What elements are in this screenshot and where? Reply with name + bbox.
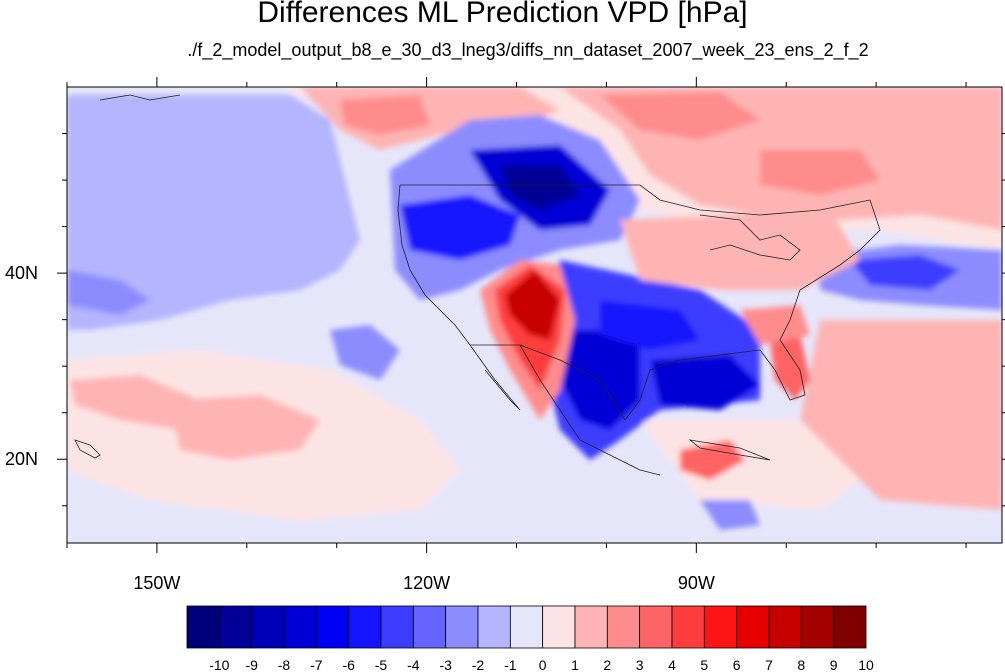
us-canada-border [400,184,871,216]
colorbar-swatch [283,605,317,649]
colorbar-label: 2 [603,657,611,672]
colorbar-label: -1 [504,657,517,672]
colorbar-swatch [315,605,350,649]
colorbar-swatch [445,605,479,649]
colorbar-label: -6 [342,657,355,672]
carolina-red-region [740,305,810,345]
gulf-dark-blue-region [650,355,760,410]
mexico-border [470,344,626,421]
colorbar-label: 8 [797,657,805,672]
colorbar-label: -3 [439,657,452,672]
colorbar-swatch [671,605,705,649]
pacific-light-red-region-2 [170,395,320,460]
x-axis-labels: 150W 120W 90W [133,573,714,593]
colorbar-swatch [768,605,802,649]
us-west-coast [397,184,471,346]
northern-plains-navy [500,165,580,210]
colorbar-label: -8 [278,657,291,672]
pacific-blue-patch [67,270,150,315]
colorbar-label: -5 [375,657,388,672]
texas-dark-blue-region [600,300,700,350]
colorbar-label: 1 [571,657,579,672]
colorbar-label: -9 [245,657,258,672]
colorbar: -10 -9 -8 -7 -6 -5 -4 -3 -2 -1 0 1 2 3 4 5 6 7 8 9 10 [186,605,874,672]
canada-red-region-2 [760,150,880,195]
x-tick-label: 120W [403,573,450,593]
caribbean-pink-region [640,420,860,510]
west-us-dark-blue-region [400,195,520,260]
alaska-coast [99,94,181,101]
colorbar-label: 0 [539,657,547,672]
y-tick-label: 40N [5,263,38,283]
east-us-light-red-region [620,210,860,290]
colorbar-swatch [800,605,835,649]
colorbar-swatch [348,605,382,649]
mexico-west-coast [519,344,661,476]
y-axis-labels: 40N 20N [5,263,38,469]
colorbar-label: 6 [733,657,741,672]
hawaii [74,439,101,459]
us-east-coast [624,199,881,421]
colorbar-label: 7 [765,657,773,672]
x-tick-label: 90W [678,573,715,593]
colorbar-label: 3 [636,657,644,672]
colorbar-swatch [574,605,608,649]
canada-red-region [600,92,760,140]
southern-blue-patch [700,500,760,530]
colorbar-label: -2 [472,657,485,672]
colorbar-label: 10 [858,657,874,672]
baja-peninsula [469,344,521,411]
colorbar-label: -7 [310,657,323,672]
map-field [67,87,1002,543]
colorbar-label: 5 [700,657,708,672]
canada-red-region-3 [340,95,430,135]
cuba [688,439,771,461]
colorbar-swatch [218,605,253,649]
pacific-light-red-region [70,375,200,430]
southwest-dark-red-region [505,270,560,340]
colorbar-swatch [186,605,220,649]
colorbar-swatch [703,605,738,649]
colorbar-swatch [606,605,641,649]
colorbar-label: -10 [209,657,229,672]
chart-subtitle: ./f_2_model_output_b8_e_30_d3_lneg3/diff… [187,40,869,60]
pacific-light-blue-region [67,95,360,330]
florida-red-region [770,335,810,400]
colorbar-swatch [380,605,414,649]
great-lakes [699,214,801,261]
atlantic-dark-blue-region [850,255,960,290]
y-tick-label: 20N [5,449,38,469]
x-tick-label: 150W [133,573,180,593]
colorbar-swatch [477,605,511,649]
atlantic-pink-region [800,320,1002,510]
chart-title: Differences ML Prediction VPD [hPa] [257,0,748,29]
map-frame [66,86,1003,544]
colorbar-label: 4 [668,657,676,672]
colorbar-swatch [833,605,867,649]
colorbar-swatch [736,605,770,649]
colorbar-swatch [251,605,285,649]
caribbean-red-region [680,440,745,480]
colorbar-swatch [639,605,673,649]
colorbar-label: -4 [407,657,420,672]
pacific-blue-patch-2 [330,325,400,380]
colorbar-swatch [509,605,544,649]
colorbar-label: 9 [830,657,838,672]
coastlines [74,94,881,476]
colorbar-swatch [542,605,576,649]
colorbar-swatch [412,605,447,649]
